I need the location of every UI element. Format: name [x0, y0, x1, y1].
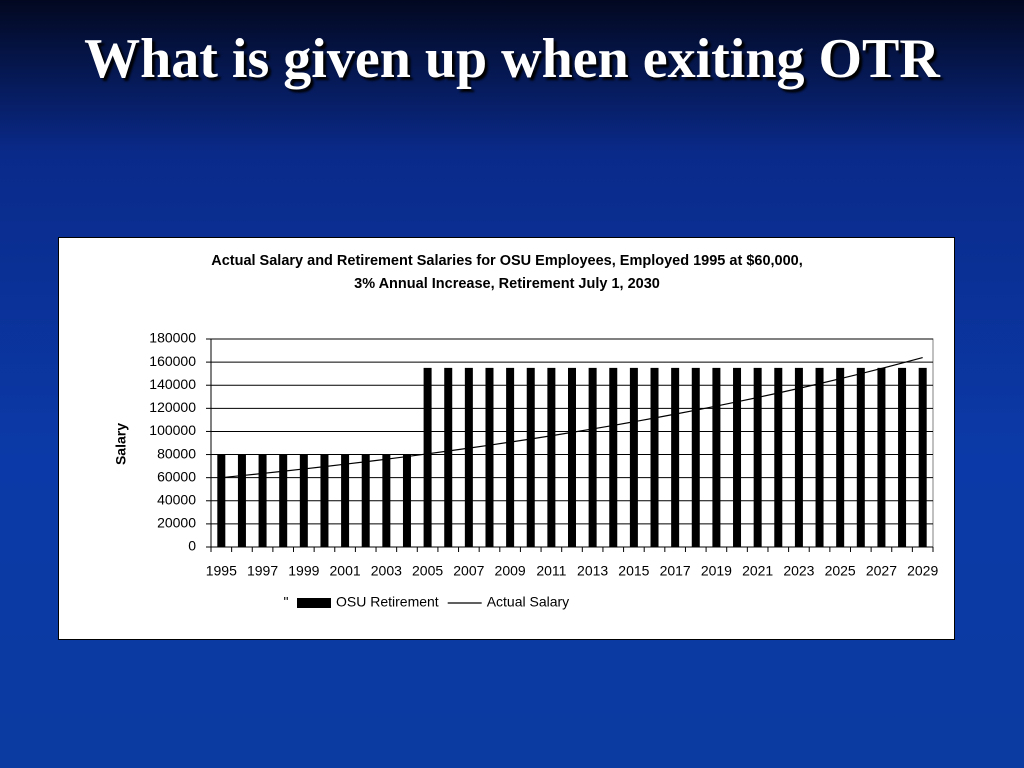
slide-title: What is given up when exiting OTR — [84, 28, 940, 90]
x-tick-label: 2015 — [618, 563, 649, 579]
bar — [258, 454, 267, 547]
chart-title: 3% Annual Increase, Retirement July 1, 2… — [354, 276, 660, 292]
bar — [382, 454, 391, 547]
legend-swatch — [297, 598, 331, 608]
legend-label: Actual Salary — [487, 594, 569, 610]
bar — [898, 367, 907, 547]
bar — [794, 367, 803, 547]
bar — [568, 367, 576, 547]
legend-label: OSU Retirement — [336, 594, 439, 610]
bar — [877, 367, 886, 547]
x-tick-label: 2001 — [330, 563, 361, 579]
bar — [836, 367, 845, 547]
bar — [423, 367, 432, 547]
bar — [485, 367, 494, 547]
y-tick-label: 80000 — [157, 445, 196, 461]
bar — [217, 454, 226, 547]
x-tick-label: 2003 — [371, 563, 402, 579]
bar — [918, 367, 927, 547]
bar — [671, 367, 680, 547]
y-axis-label: Salary — [113, 423, 129, 465]
bar — [506, 367, 515, 547]
x-tick-label: 2029 — [907, 563, 938, 579]
line — [221, 357, 923, 479]
bar — [279, 454, 288, 547]
bar — [712, 367, 721, 547]
chart: Actual Salary and Retirement Salaries fo… — [113, 253, 939, 610]
x-tick-label: 1995 — [206, 563, 237, 579]
legend-note: " — [284, 594, 289, 610]
bar — [691, 367, 700, 547]
y-tick-label: 180000 — [149, 330, 196, 346]
bar — [464, 367, 473, 547]
x-tick-label: 2005 — [412, 563, 443, 579]
bar — [629, 367, 638, 547]
chart-title: Actual Salary and Retirement Salaries fo… — [211, 253, 803, 269]
y-tick-label: 120000 — [149, 399, 196, 415]
x-tick-label: 2009 — [495, 563, 526, 579]
bar — [361, 454, 370, 547]
x-tick-label: 1999 — [288, 563, 319, 579]
bar — [237, 454, 246, 547]
x-tick-label: 2025 — [825, 563, 856, 579]
bar — [588, 367, 597, 547]
bar — [609, 367, 618, 547]
bar — [320, 454, 329, 547]
x-tick-label: 1997 — [247, 563, 278, 579]
bar — [856, 367, 865, 547]
y-tick-label: 160000 — [149, 353, 196, 369]
y-tick-label: 100000 — [149, 422, 196, 438]
bar — [402, 454, 411, 547]
bar — [650, 367, 659, 547]
chart-frame: Actual Salary and Retirement Salaries fo… — [58, 237, 955, 640]
x-tick-label: 2013 — [577, 563, 608, 579]
bar — [444, 367, 453, 547]
x-tick-label: 2017 — [660, 563, 691, 579]
bar — [299, 454, 308, 547]
bar — [526, 367, 535, 547]
bar — [753, 367, 762, 547]
x-tick-label: 2007 — [453, 563, 484, 579]
x-tick-label: 2023 — [783, 563, 814, 579]
x-tick-label: 2027 — [866, 563, 897, 579]
bar — [774, 367, 783, 547]
x-tick-label: 2011 — [536, 563, 566, 579]
y-tick-label: 60000 — [157, 468, 196, 484]
x-tick-label: 2019 — [701, 563, 732, 579]
bar — [733, 367, 742, 547]
x-tick-label: 2021 — [742, 563, 773, 579]
y-tick-label: 40000 — [157, 491, 196, 507]
y-tick-label: 20000 — [157, 515, 196, 531]
bar — [815, 367, 824, 547]
bar — [547, 367, 556, 547]
y-tick-label: 0 — [188, 538, 196, 554]
bar — [341, 454, 350, 547]
y-tick-label: 140000 — [149, 376, 196, 392]
